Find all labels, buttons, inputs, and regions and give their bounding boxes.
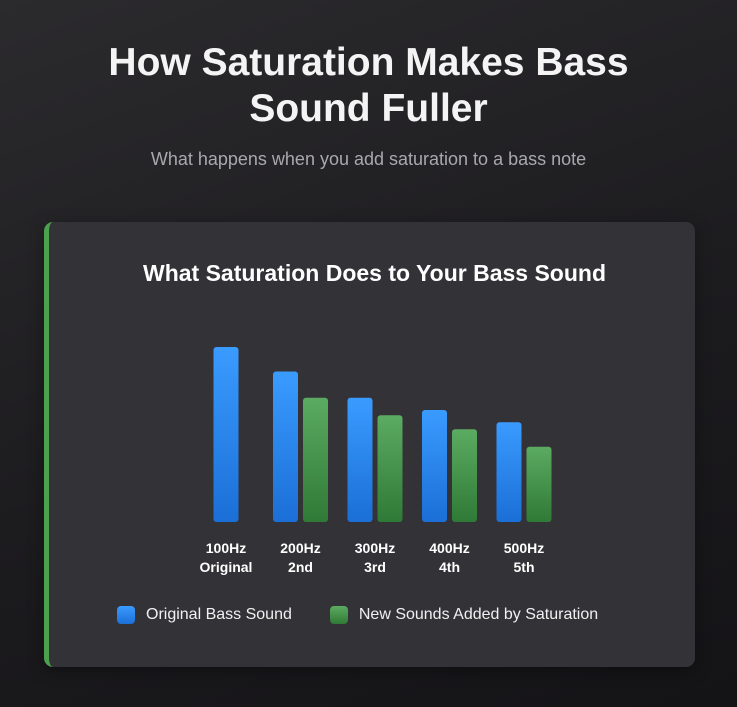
legend-swatch-original bbox=[117, 606, 135, 624]
x-tick-label-4-line-1: 400Hz bbox=[429, 540, 469, 556]
chart-legend: Original Bass Sound New Sounds Added by … bbox=[117, 606, 636, 624]
bar-saturation-5 bbox=[526, 446, 552, 522]
x-tick-label-2-line-2: 2nd bbox=[288, 559, 313, 575]
legend-swatch-saturation bbox=[329, 606, 348, 624]
x-tick-label-5-line-1: 500Hz bbox=[504, 540, 544, 556]
legend-item-saturation: New Sounds Added by Saturation bbox=[329, 606, 599, 624]
chart-title: What Saturation Does to Your Bass Sound bbox=[142, 260, 607, 286]
bar-original-1 bbox=[213, 347, 239, 522]
bar-saturation-3 bbox=[377, 415, 403, 522]
page-title: How Saturation Makes Bass Sound Fuller bbox=[0, 40, 737, 132]
page-subtitle: What happens when you add saturation to … bbox=[150, 149, 587, 169]
page-title-line-2: Sound Fuller bbox=[249, 87, 488, 130]
bar-original-2 bbox=[273, 371, 298, 522]
x-tick-label-3-line-2: 3rd bbox=[364, 559, 386, 575]
legend-item-original: Original Bass Sound bbox=[117, 606, 292, 624]
x-tick-label-4-line-2: 4th bbox=[439, 559, 460, 575]
x-tick-labels: 100Hz Original 200Hz 2nd 300Hz 3rd 400Hz 4th 500… bbox=[200, 540, 545, 575]
bars-layer bbox=[213, 347, 552, 522]
x-tick-label-5-line-2: 5th bbox=[514, 559, 535, 575]
bar-original-5 bbox=[496, 422, 522, 522]
x-tick-label-3-line-1: 300Hz bbox=[355, 540, 395, 556]
page-title-line-1: How Saturation Makes Bass bbox=[108, 41, 629, 84]
bar-original-4 bbox=[422, 410, 447, 522]
bar-saturation-4 bbox=[452, 429, 477, 522]
legend-label-saturation: New Sounds Added by Saturation bbox=[358, 606, 599, 623]
x-tick-label-1-line-2: Original bbox=[200, 559, 253, 575]
legend-label-original: Original Bass Sound bbox=[146, 606, 292, 623]
bar-saturation-2 bbox=[303, 397, 328, 522]
chart-card: What Saturation Does to Your Bass Sound … bbox=[44, 222, 695, 667]
x-tick-label-1-line-1: 100Hz bbox=[206, 540, 246, 556]
x-tick-label-2-line-1: 200Hz bbox=[280, 540, 320, 556]
bar-chart: 100Hz Original 200Hz 2nd 300Hz 3rd 400Hz 4th 500… bbox=[200, 347, 552, 575]
bar-original-3 bbox=[347, 397, 373, 522]
